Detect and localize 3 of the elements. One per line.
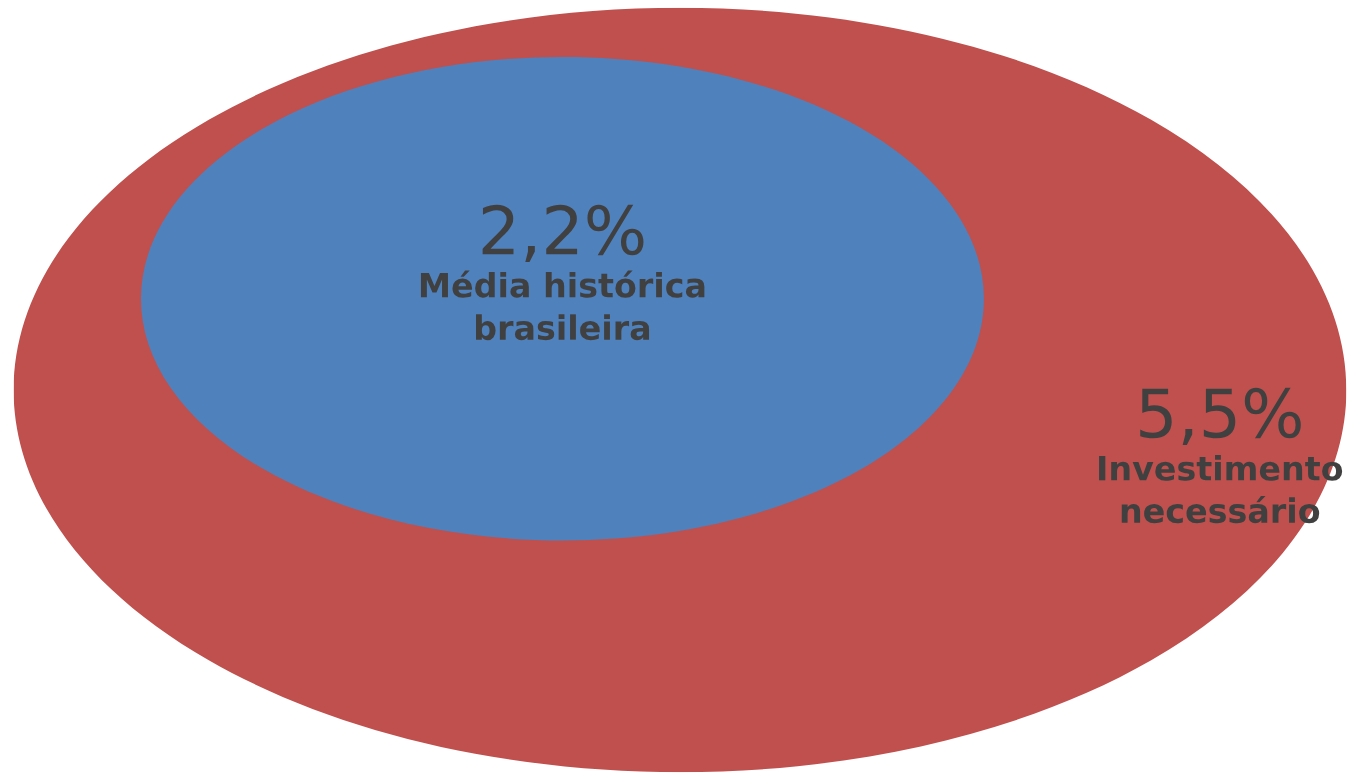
data-label: 5,5% — [1140, 387, 1301, 446]
category-label: Média histórica brasileira — [420, 270, 705, 341]
data-label: 2,2% — [482, 204, 644, 262]
